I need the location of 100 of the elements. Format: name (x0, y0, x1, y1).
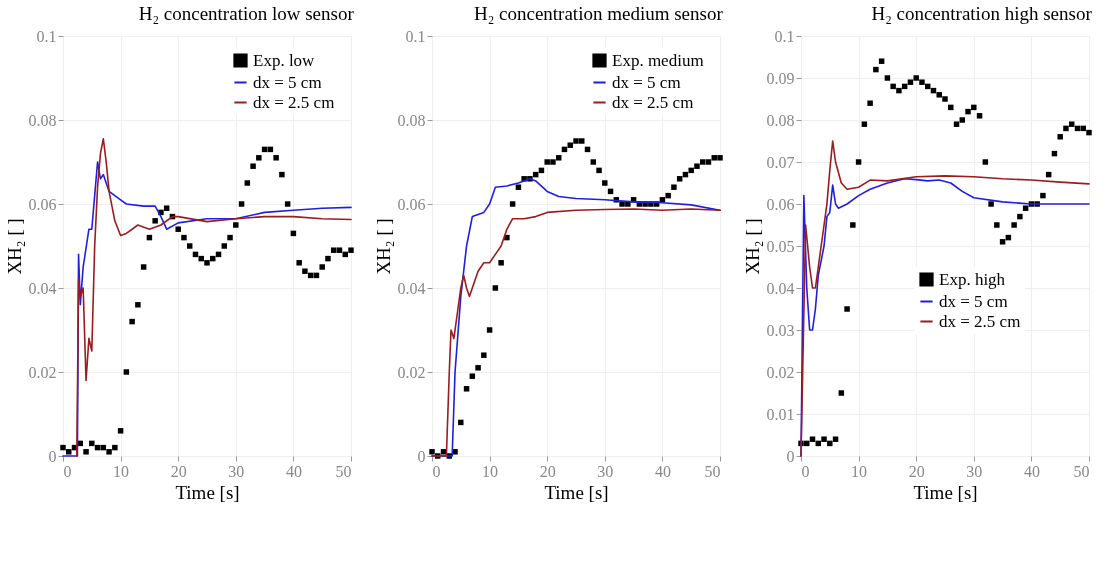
point (884, 75, 891, 81)
y-tick-label: 0.04 (397, 279, 426, 297)
point (221, 243, 228, 249)
point (89, 440, 95, 447)
point (463, 386, 470, 392)
y-tick-label: 0.1 (36, 27, 57, 45)
point (832, 436, 839, 442)
x-tick-label: 30 (597, 462, 614, 480)
y-axis-title: XH₂ [ ] (372, 218, 394, 275)
point (982, 159, 989, 165)
point (112, 444, 118, 451)
point (596, 167, 602, 174)
point (273, 155, 279, 161)
point (544, 159, 550, 165)
point (838, 390, 845, 396)
point (809, 436, 816, 442)
y-tick-label: 0.1 (774, 27, 795, 45)
chart-title: H₂ concentration medium sensor (473, 3, 724, 24)
y-tick-label: 0.08 (28, 111, 57, 129)
point (279, 171, 285, 178)
point (117, 428, 124, 434)
point (135, 302, 141, 308)
point (999, 239, 1006, 245)
point (302, 268, 308, 274)
point (498, 260, 504, 266)
point (336, 247, 343, 253)
legend-label: dx = 5 cm (253, 72, 322, 92)
point (688, 167, 694, 174)
chart-title: H₂ concentration low sensor (138, 3, 355, 24)
point (256, 155, 262, 161)
legend-label: dx = 2.5 cm (612, 92, 694, 112)
point (284, 201, 291, 207)
point (573, 138, 579, 144)
point (458, 419, 464, 426)
y-tick-label: 0.04 (766, 279, 795, 297)
y-tick-label: 0.03 (766, 321, 795, 339)
point (515, 184, 522, 190)
x-tick-label: 40 (285, 462, 302, 480)
point (994, 222, 1000, 228)
point (106, 449, 112, 455)
x-tick-label: 50 (704, 462, 721, 480)
point (83, 449, 89, 455)
x-tick-label: 20 (908, 462, 925, 480)
y-tick-label: 0.02 (28, 363, 57, 381)
x-tick-label: 30 (228, 462, 245, 480)
point (469, 373, 476, 379)
point (204, 260, 210, 266)
y-tick-label: 0 (48, 447, 57, 465)
y-tick-label: 0.02 (397, 363, 426, 381)
x-tick-label: 0 (801, 462, 810, 480)
point (971, 104, 977, 111)
point (855, 159, 862, 165)
point (850, 222, 856, 228)
x-tick-label: 10 (482, 462, 499, 480)
y-tick-label: 0.06 (28, 195, 57, 213)
y-axis-title: XH₂ [ ] (741, 218, 763, 275)
y-tick-label: 0.05 (766, 237, 795, 255)
point (238, 201, 245, 207)
x-axis-title: Time [s] (913, 481, 978, 503)
y-tick-label: 0.07 (766, 153, 795, 171)
legend-label: Exp. high (939, 269, 1006, 289)
point (959, 117, 966, 123)
point (60, 444, 66, 451)
point (550, 159, 556, 165)
point (475, 365, 481, 371)
point (942, 96, 948, 102)
y-tick-label: 0.06 (766, 195, 795, 213)
x-axis-title: Time [s] (175, 481, 240, 503)
point (1011, 222, 1017, 228)
point (250, 163, 256, 169)
y-tick-label: 0.06 (397, 195, 426, 213)
point (717, 155, 723, 161)
point (129, 318, 135, 325)
point (319, 264, 325, 270)
point (976, 113, 983, 119)
point (325, 255, 331, 262)
point (705, 159, 712, 165)
legend-label: Exp. medium (612, 50, 704, 70)
point (1086, 129, 1092, 136)
x-tick-label: 30 (966, 462, 983, 480)
point (919, 79, 925, 85)
point (873, 66, 879, 73)
point (1057, 134, 1063, 140)
y-tick-label: 0 (786, 447, 795, 465)
point (913, 75, 919, 81)
y-tick-label: 0.08 (397, 111, 426, 129)
point (988, 201, 994, 207)
point (965, 108, 971, 115)
x-axis-title: Time [s] (544, 481, 609, 503)
point (890, 83, 896, 90)
point (486, 327, 493, 333)
point (878, 58, 885, 64)
y-tick-label: 0.04 (28, 279, 57, 297)
x-tick-label: 20 (539, 462, 556, 480)
point (953, 121, 960, 127)
x-tick-label: 50 (335, 462, 352, 480)
point (181, 234, 187, 241)
y-tick-label: 0.01 (766, 405, 795, 423)
legend-label: dx = 5 cm (612, 72, 681, 92)
point (1022, 205, 1029, 211)
